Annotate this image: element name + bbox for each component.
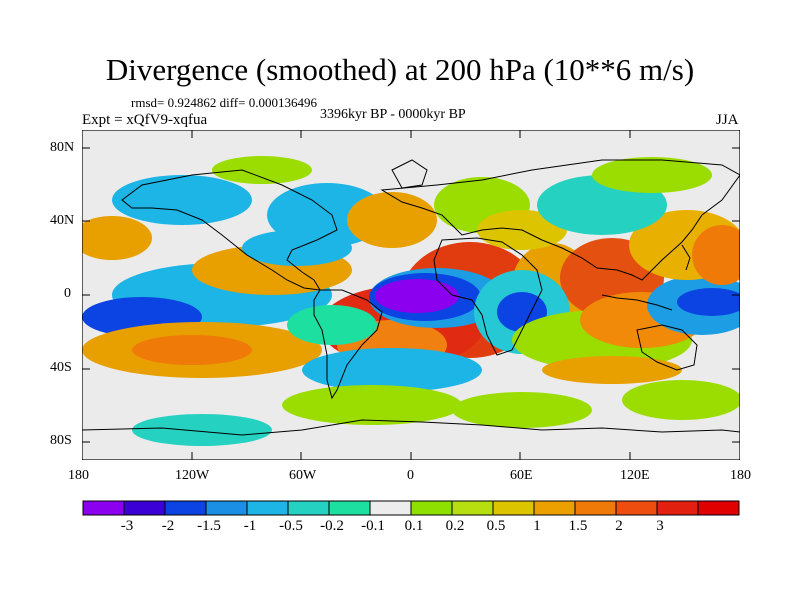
colorbar-box bbox=[615, 500, 658, 516]
colorbar-box bbox=[123, 500, 166, 516]
lon-label-180w: 180 bbox=[68, 468, 89, 483]
colorbar-label: -2 bbox=[161, 518, 175, 534]
lon-label-60e: 60E bbox=[510, 468, 533, 483]
south-atlantic-convergence bbox=[302, 348, 482, 392]
lon-label-120w: 120W bbox=[175, 468, 210, 483]
arctic-green bbox=[592, 157, 712, 193]
indonesia-coast bbox=[601, 294, 673, 311]
colorbar-box bbox=[246, 500, 289, 516]
colorbar-box bbox=[82, 500, 125, 516]
lon-label-120e: 120E bbox=[620, 468, 650, 483]
colorbar-box bbox=[533, 500, 576, 516]
north-pacific-orange bbox=[692, 225, 740, 285]
colorbar-label: -1 bbox=[243, 518, 257, 534]
colorbar-box bbox=[369, 500, 412, 516]
colorbar-label: -0.1 bbox=[361, 518, 385, 534]
colorbar-box bbox=[574, 500, 617, 516]
colorbar-box bbox=[164, 500, 207, 516]
colorbar-box bbox=[328, 500, 371, 516]
west-pacific-convergence-core bbox=[677, 288, 740, 316]
lon-label-180e: 180 bbox=[730, 468, 751, 483]
southern-ocean-green-a bbox=[282, 385, 462, 425]
colorbar-box bbox=[287, 500, 330, 516]
atlantic-convergence-core bbox=[375, 279, 459, 313]
colorbar-label: -0.5 bbox=[279, 518, 303, 534]
lon-label-60w: 60W bbox=[289, 468, 317, 483]
colorbar-box bbox=[697, 500, 740, 516]
arctic-canada-green bbox=[212, 156, 312, 184]
antarctica-coast bbox=[82, 419, 740, 436]
colorbar-box bbox=[492, 500, 535, 516]
colorbar-label: -3 bbox=[120, 518, 134, 534]
experiment-label: Expt = xQfV9-xqfua bbox=[82, 112, 208, 128]
south-america-coast bbox=[313, 289, 383, 400]
eurasia-coast bbox=[380, 159, 740, 281]
australia-coast bbox=[636, 324, 698, 371]
period-label: 3396kyr BP - 0000kyr BP bbox=[320, 107, 466, 122]
colorbar-label: 3 bbox=[656, 518, 664, 534]
colorbar-box bbox=[410, 500, 453, 516]
axis-ticks bbox=[82, 130, 740, 460]
southern-ocean-green-c bbox=[622, 380, 740, 420]
colorbar-label: 0.1 bbox=[404, 518, 424, 534]
lat-label-40s: 40S bbox=[50, 360, 72, 375]
colorbar-label: 2 bbox=[615, 518, 623, 534]
contour-fills bbox=[82, 156, 740, 446]
southern-ocean-teal bbox=[132, 414, 272, 446]
divergence-map bbox=[82, 130, 740, 460]
colorbar-label: 0.5 bbox=[486, 518, 506, 534]
chart-title: Divergence (smoothed) at 200 hPa (10**6 … bbox=[105, 52, 695, 87]
colorbar-box bbox=[205, 500, 248, 516]
colorbar-label: -1.5 bbox=[197, 518, 221, 534]
colorbar-box bbox=[451, 500, 494, 516]
stats-line: rmsd= 0.924862 diff= 0.000136496 bbox=[131, 95, 317, 110]
colorbar-label: 1.5 bbox=[568, 518, 588, 534]
colorbar-label: 0.2 bbox=[445, 518, 465, 534]
north-pacific-convergence bbox=[112, 175, 252, 225]
coastlines bbox=[82, 159, 740, 436]
africa-coast bbox=[433, 237, 543, 356]
colorbar-label: -0.2 bbox=[320, 518, 344, 534]
colorbar-label: 1 bbox=[533, 518, 541, 534]
colorbar-box bbox=[656, 500, 699, 516]
south-pacific-orange bbox=[132, 335, 252, 365]
colorbar bbox=[82, 500, 740, 516]
lon-label-0: 0 bbox=[407, 468, 414, 483]
greenland-coast bbox=[391, 159, 428, 189]
lat-label-80n: 80N bbox=[50, 140, 75, 155]
season-label: JJA bbox=[716, 112, 739, 128]
lat-label-80s: 80S bbox=[50, 433, 72, 448]
north-america-coast bbox=[121, 169, 338, 291]
japan-coast bbox=[681, 244, 691, 271]
dateline-divergence bbox=[82, 216, 152, 260]
north-atlantic-divergence bbox=[347, 192, 437, 248]
lat-label-0: 0 bbox=[64, 286, 71, 301]
lat-label-40n: 40N bbox=[50, 213, 75, 228]
southern-ocean-green-b bbox=[452, 392, 592, 428]
brazil-convergence bbox=[287, 305, 377, 345]
colorbar-boxes bbox=[82, 500, 740, 516]
southern-indian-orange bbox=[542, 356, 682, 384]
